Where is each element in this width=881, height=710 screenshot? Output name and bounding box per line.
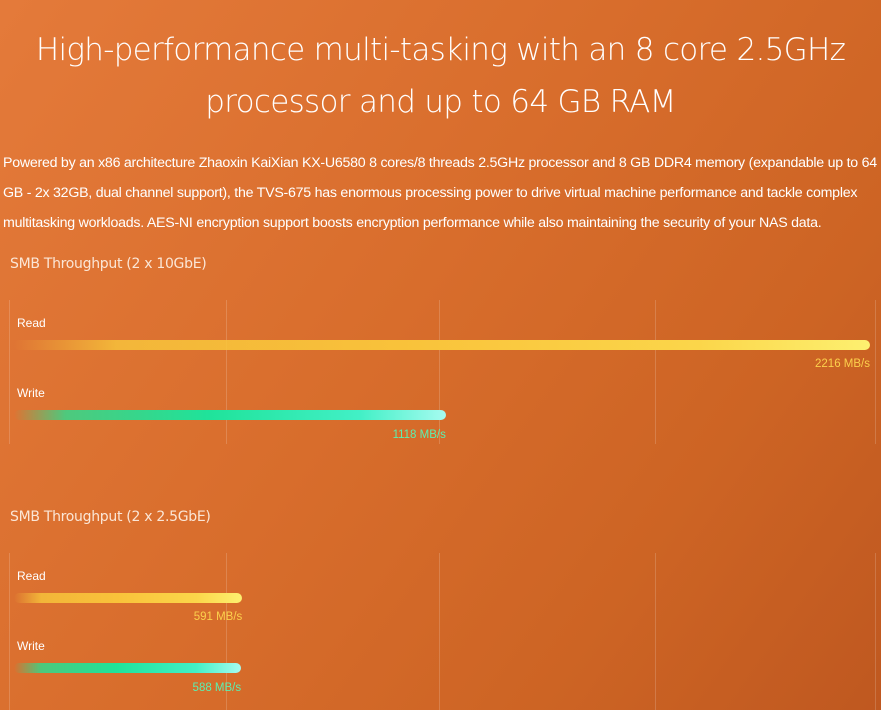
description-text: Powered by an x86 architecture Zhaoxin K… xyxy=(3,155,877,231)
read-value-label: 2216 MB/s xyxy=(815,358,870,370)
gridline xyxy=(9,300,10,444)
gridline xyxy=(655,300,656,444)
gridline xyxy=(875,553,876,710)
chart-title-2: SMB Throughput (2 x 2.5GbE) xyxy=(10,509,211,525)
write-bar-label: Write xyxy=(17,639,45,653)
write-value-label: 588 MB/s xyxy=(192,682,242,694)
read-bar-label: Read xyxy=(17,316,46,330)
gridline xyxy=(655,553,656,710)
write-bar xyxy=(14,663,242,673)
bar-chart-2: Read 591 MB/s Write 588 MB/s xyxy=(9,553,876,710)
gridline xyxy=(439,300,440,444)
headline-line-1: High-performance multi-tasking with an 8… xyxy=(35,32,846,68)
read-bar xyxy=(14,340,870,350)
gridline xyxy=(226,300,227,444)
headline: High-performance multi-tasking with an 8… xyxy=(0,24,881,128)
write-value-label: 1118 MB/s xyxy=(392,429,446,441)
write-bar xyxy=(14,410,446,420)
gridline xyxy=(875,300,876,444)
gridline xyxy=(226,553,227,710)
gridline xyxy=(439,553,440,710)
headline-line-2: processor and up to 64 GB RAM xyxy=(205,84,676,120)
bar-chart-1: Read 2216 MB/s Write 1118 MB/s xyxy=(9,300,876,444)
gridline xyxy=(9,553,10,710)
read-bar xyxy=(14,593,243,603)
read-bar-label: Read xyxy=(17,569,46,583)
write-bar-label: Write xyxy=(17,386,45,400)
chart-title-1: SMB Throughput (2 x 10GbE) xyxy=(10,256,207,272)
read-value-label: 591 MB/s xyxy=(193,611,243,623)
